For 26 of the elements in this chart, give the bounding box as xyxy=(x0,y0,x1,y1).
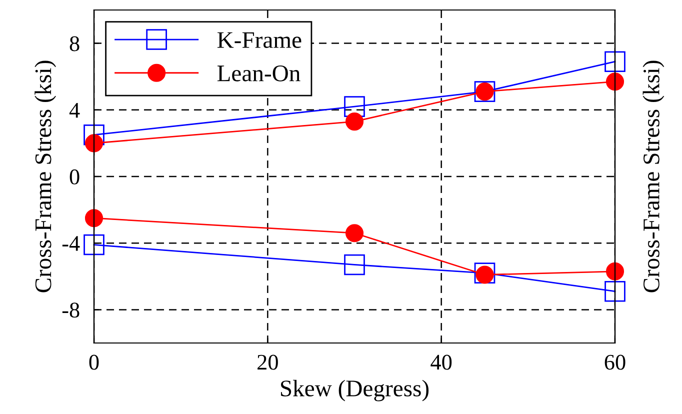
point xyxy=(84,209,104,228)
x-tick-label: 0 xyxy=(89,354,99,370)
point xyxy=(604,280,626,302)
point xyxy=(344,96,365,117)
point xyxy=(84,134,104,152)
point xyxy=(606,262,624,280)
y-axis-title: Cross-Frame Stress (ksi) xyxy=(34,60,56,292)
y-tick-label: -8 xyxy=(62,302,80,318)
x-axis-title: Skew (Degress) xyxy=(281,380,429,402)
point xyxy=(84,124,104,146)
legend-label: Lean-On xyxy=(217,66,300,82)
y-tick-label: 0 xyxy=(70,169,80,184)
point xyxy=(345,224,364,242)
y2-axis-title: Cross-Frame Stress (ksi) xyxy=(642,60,664,292)
y-tick-label: -4 xyxy=(62,236,80,251)
y-tick-label: 8 xyxy=(70,36,80,52)
y-tick-label: 4 xyxy=(69,102,80,118)
point xyxy=(344,254,365,276)
point xyxy=(606,72,624,91)
point xyxy=(604,51,626,72)
point xyxy=(345,112,364,131)
x-tick-label: 20 xyxy=(258,354,278,370)
point xyxy=(84,234,104,256)
x-tick-label: 60 xyxy=(604,354,626,370)
x-tick-label: 40 xyxy=(430,354,452,370)
legend-label: K-Frame xyxy=(217,32,302,48)
